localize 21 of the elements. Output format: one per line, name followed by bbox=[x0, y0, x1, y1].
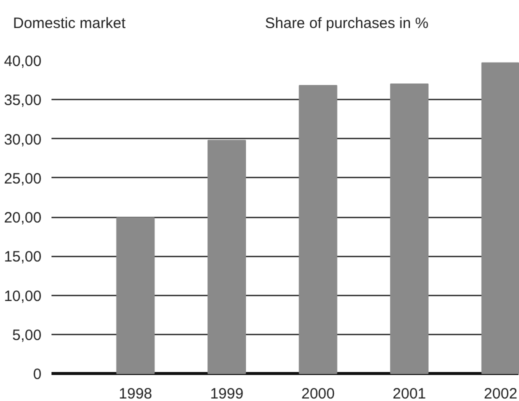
y-tick-label: 30,00 bbox=[4, 131, 42, 148]
y-tick-label: 20,00 bbox=[4, 210, 42, 226]
bar bbox=[298, 85, 338, 374]
y-tick-label: 0 bbox=[33, 366, 42, 383]
bar bbox=[116, 217, 155, 374]
chart-title: Domestic market bbox=[13, 14, 126, 34]
y-tick-label: 35,00 bbox=[4, 92, 42, 110]
bar bbox=[481, 62, 519, 374]
y-tick-label: 15,00 bbox=[4, 248, 42, 266]
y-tick-label: 10,00 bbox=[4, 288, 42, 305]
y-tick-label: 25,00 bbox=[4, 170, 42, 188]
y-tick-label: 40,00 bbox=[4, 53, 42, 70]
bar bbox=[208, 140, 246, 374]
bar bbox=[390, 83, 429, 374]
x-tick-label: 2002 bbox=[484, 386, 518, 401]
y-axis-title: Share of purchases in % bbox=[265, 14, 428, 34]
x-tick-label: 1999 bbox=[210, 386, 244, 401]
y-tick-label: 5,00 bbox=[12, 326, 42, 344]
x-tick-label: 2001 bbox=[392, 386, 426, 401]
x-tick-label: 2000 bbox=[301, 386, 335, 401]
x-tick-label: 1998 bbox=[118, 386, 152, 401]
